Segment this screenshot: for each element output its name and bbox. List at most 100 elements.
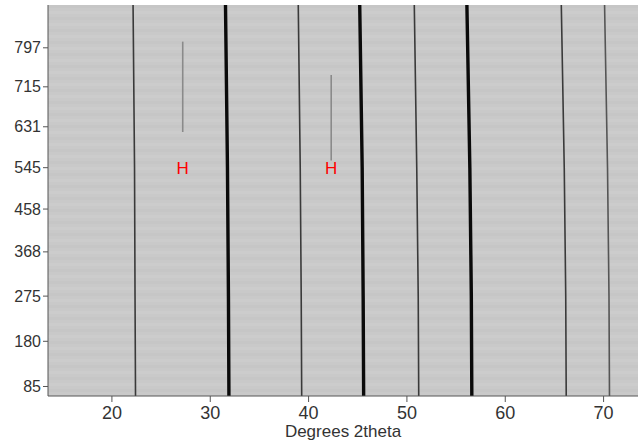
peak-line (133, 5, 135, 396)
texture-band (48, 341, 638, 344)
texture-band (48, 77, 638, 80)
annotation: H (325, 159, 337, 178)
texture-band (48, 257, 638, 260)
texture-band (48, 263, 638, 266)
y-tick (43, 126, 48, 127)
texture-band (48, 89, 638, 92)
x-axis-title: Degrees 2theta (285, 422, 402, 441)
texture-band (48, 149, 638, 152)
texture-band (48, 299, 638, 302)
texture-band (48, 287, 638, 290)
texture-band (48, 59, 638, 62)
y-tick (43, 296, 48, 297)
texture-band (48, 215, 638, 218)
texture-band (48, 125, 638, 128)
texture-band (48, 233, 638, 236)
peak-line (298, 5, 301, 396)
y-tick (43, 386, 48, 387)
texture-band (48, 377, 638, 380)
texture-band (48, 47, 638, 50)
texture-band (48, 281, 638, 284)
texture-band (48, 131, 638, 134)
peak-line (330, 75, 332, 161)
x-tick-label: 70 (594, 403, 614, 423)
peak-lines (133, 5, 609, 396)
y-tick-label: 458 (14, 201, 41, 218)
x-tick-label: 40 (299, 403, 319, 423)
texture-band (48, 101, 638, 104)
texture-band (48, 191, 638, 194)
texture-band (48, 293, 638, 296)
texture-band (48, 371, 638, 374)
y-tick (43, 86, 48, 87)
y-tick-label: 631 (14, 118, 41, 135)
texture-band (48, 311, 638, 314)
texture-band (48, 107, 638, 110)
peak-line (360, 5, 364, 396)
texture-band (48, 245, 638, 248)
texture-band (48, 113, 638, 116)
texture-band (48, 173, 638, 176)
texture-band (48, 83, 638, 86)
peak-line (467, 5, 472, 396)
texture-band (48, 35, 638, 38)
texture-band (48, 305, 638, 308)
y-tick-label: 368 (14, 243, 41, 260)
y-tick-label: 275 (14, 288, 41, 305)
texture-band (48, 143, 638, 146)
texture-band (48, 29, 638, 32)
texture-band (48, 203, 638, 206)
texture-band (48, 17, 638, 20)
y-tick-label: 545 (14, 159, 41, 176)
y-tick (43, 341, 48, 342)
texture-band (48, 269, 638, 272)
texture (48, 5, 638, 396)
x-tick (308, 396, 309, 402)
y-tick-label: 797 (14, 39, 41, 56)
texture-band (48, 317, 638, 320)
x-axis-line (48, 396, 638, 397)
texture-band (48, 71, 638, 74)
texture-band (48, 23, 638, 26)
texture-band (48, 239, 638, 242)
texture-band (48, 323, 638, 326)
texture-band (48, 119, 638, 122)
texture-band (48, 395, 638, 396)
peak-line (225, 5, 228, 396)
texture-band (48, 275, 638, 278)
texture-band (48, 11, 638, 14)
x-tick (406, 396, 407, 402)
x-tick (210, 396, 211, 402)
texture-band (48, 137, 638, 140)
texture-band (48, 347, 638, 350)
texture-band (48, 221, 638, 224)
x-tick-label: 30 (200, 403, 220, 423)
y-tick-label: 85 (23, 378, 41, 395)
texture-band (48, 167, 638, 170)
texture-band (48, 95, 638, 98)
x-tick (111, 396, 112, 402)
peak-line (414, 5, 418, 396)
texture-band (48, 185, 638, 188)
texture-band (48, 365, 638, 368)
texture-band (48, 161, 638, 164)
texture-band (48, 5, 638, 8)
texture-band (48, 227, 638, 230)
y-tick-label: 715 (14, 78, 41, 95)
peak-line (561, 5, 566, 396)
plot-background (48, 5, 638, 396)
texture-band (48, 41, 638, 44)
x-tick (603, 396, 604, 402)
texture-band (48, 359, 638, 362)
texture-band (48, 329, 638, 332)
texture-band (48, 389, 638, 392)
texture-band (48, 65, 638, 68)
texture-band (48, 335, 638, 338)
texture-band (48, 155, 638, 158)
texture-band (48, 209, 638, 212)
x-tick-label: 60 (495, 403, 515, 423)
x-tick-label: 50 (397, 403, 417, 423)
x-tick-label: 20 (102, 403, 122, 423)
texture-band (48, 353, 638, 356)
chart: 85180275368458545631715797203040506070De… (0, 0, 644, 441)
